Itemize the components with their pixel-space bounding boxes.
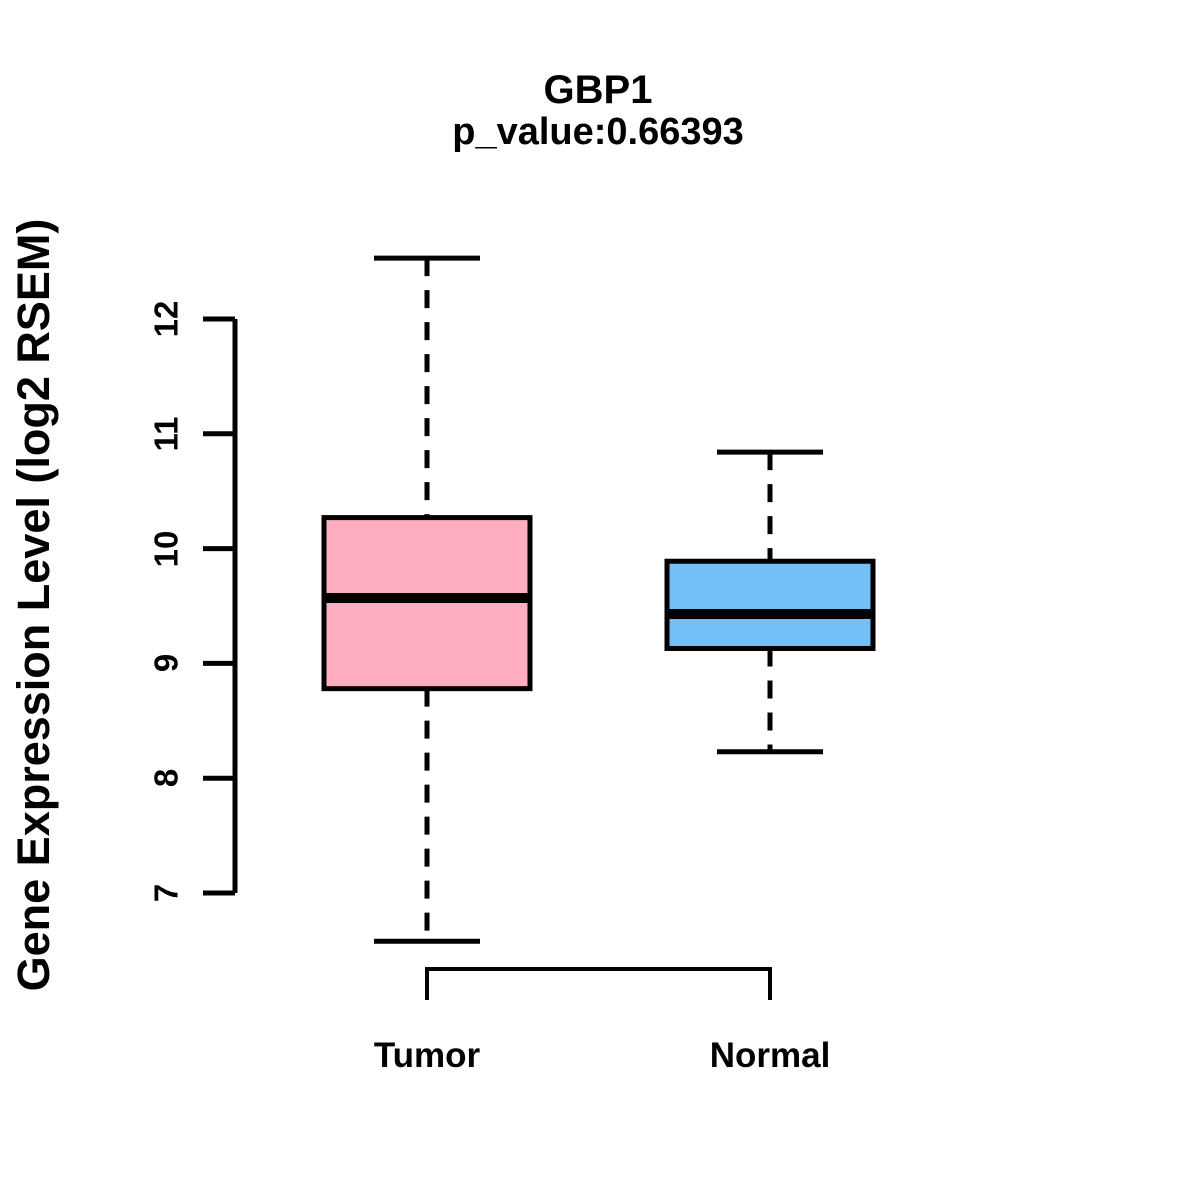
category-label-normal: Normal	[709, 1036, 831, 1075]
y-tick-label-11: 11	[147, 416, 185, 452]
chart-subtitle-pvalue: p_value:0.66393	[452, 111, 744, 153]
y-tick-label-8: 8	[147, 769, 185, 788]
chart-title: GBP1	[543, 68, 653, 112]
y-tick-label-7: 7	[147, 883, 185, 903]
iqr-box-normal	[664, 558, 876, 651]
category-label-tumor: Tumor	[373, 1036, 481, 1075]
y-tick-label-12: 12	[147, 300, 185, 338]
y-axis-label: Gene Expression Level (log2 RSEM)	[8, 218, 59, 992]
y-tick-label-9: 9	[147, 654, 185, 673]
y-tick-label-10: 10	[147, 530, 185, 567]
iqr-box-tumor	[321, 515, 533, 692]
x-axis-bracket	[425, 967, 772, 1000]
